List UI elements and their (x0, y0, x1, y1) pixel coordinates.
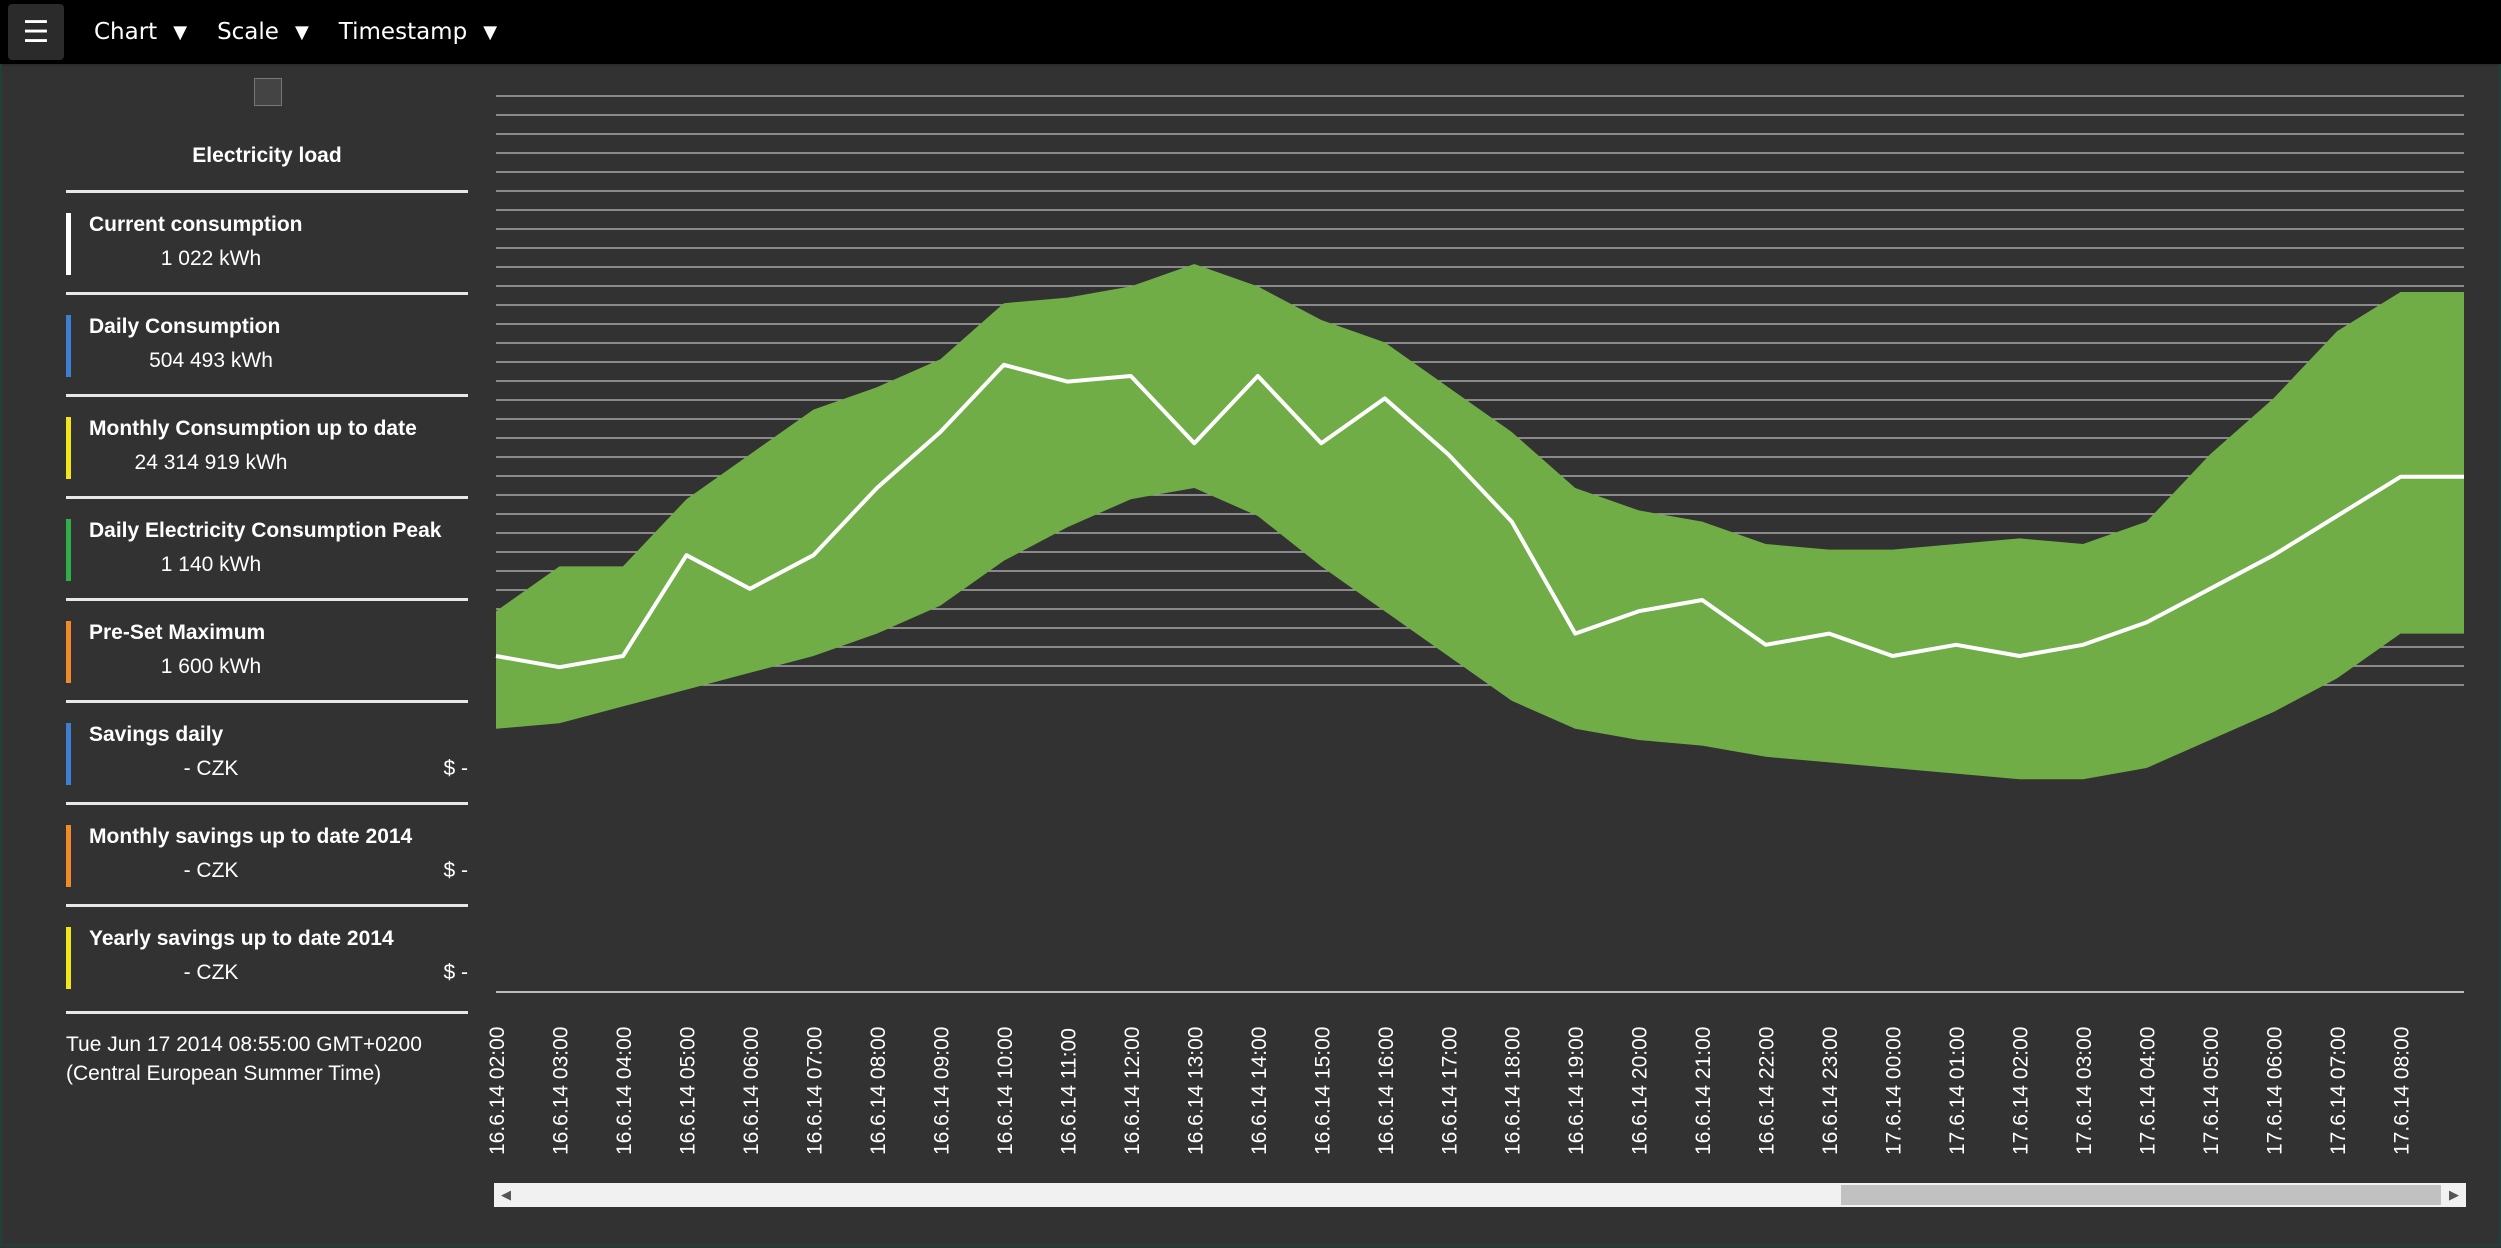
stat-color-bar (66, 825, 71, 887)
stat-label: Daily Electricity Consumption Peak (89, 519, 442, 542)
timestamp-menu-label: Timestamp (338, 19, 468, 45)
stat-label: Pre-Set Maximum (89, 621, 266, 644)
panel-title: Electricity load (192, 144, 342, 167)
stat-value: 1 600 kWh (160, 655, 262, 678)
chevron-down-icon: ▼ (173, 21, 188, 43)
x-tick-label: 16.6.14 10:00 (994, 1027, 1017, 1155)
stat-value: 504 493 kWh (149, 349, 273, 372)
x-tick-label: 16.6.14 07:00 (803, 1027, 826, 1155)
scale-menu[interactable]: Scale ▼ (217, 19, 309, 45)
scale-menu-label: Scale (217, 19, 279, 45)
x-tick-label: 16.6.14 05:00 (676, 1027, 699, 1155)
x-tick-label: 16.6.14 17:00 (1438, 1027, 1461, 1155)
stat-value: 1 022 kWh (160, 247, 262, 270)
x-tick-label: 17.6.14 01:00 (1946, 1027, 1969, 1155)
stat-color-bar (66, 315, 71, 377)
x-tick-label: 16.6.14 22:00 (1756, 1027, 1779, 1155)
stat-current-consumption: Current consumption 1 022 kWh (66, 190, 468, 293)
stat-preset-maximum: Pre-Set Maximum 1 600 kWh (66, 598, 468, 701)
x-tick-label: 16.6.14 14:00 (1248, 1027, 1271, 1155)
stat-daily-consumption: Daily Consumption 504 493 kWh (66, 292, 468, 395)
stat-monthly-consumption: Monthly Consumption up to date 24 314 91… (66, 394, 468, 497)
stat-value: 24 314 919 kWh (134, 451, 288, 474)
x-tick-label: 16.6.14 08:00 (867, 1027, 890, 1155)
stat-label: Savings daily (89, 723, 224, 746)
timestamp-menu[interactable]: Timestamp ▼ (339, 19, 497, 45)
x-tick-label: 17.6.14 07:00 (2327, 1027, 2350, 1155)
stat-savings-daily: Savings daily - CZK $ - (66, 700, 468, 803)
timestamp-timezone: (Central European Summer Time) (66, 1062, 382, 1085)
x-tick-label: 16.6.14 06:00 (740, 1027, 763, 1155)
stat-usd-value: $ - (443, 859, 468, 882)
broken-image-icon (254, 78, 282, 106)
current-consumption-line (495, 362, 2464, 670)
stat-usd-value: $ - (443, 961, 468, 984)
chart-menu-label: Chart (94, 19, 158, 45)
x-tick-label: 16.6.14 13:00 (1184, 1027, 1207, 1155)
stat-color-bar (66, 723, 71, 785)
timestamp-date: Tue Jun 17 2014 08:55:00 GMT+0200 (66, 1033, 422, 1056)
page-frame (0, 64, 2501, 1246)
x-tick-label: 16.6.14 04:00 (613, 1027, 636, 1155)
stat-label: Yearly savings up to date 2014 (89, 927, 394, 950)
stat-value: - CZK (183, 757, 239, 780)
x-axis-tick-labels: 16.6.14 02:00 16.6.14 03:00 16.6.14 04:00 1… (486, 1027, 2414, 1155)
x-tick-label: 16.6.14 23:00 (1819, 1027, 1842, 1155)
x-tick-label: 16.6.14 09:00 (930, 1027, 953, 1155)
stat-color-bar (66, 213, 71, 275)
current-timestamp: Tue Jun 17 2014 08:55:00 GMT+0200 (Centr… (66, 1011, 468, 1088)
stat-usd-value: $ - (443, 757, 468, 780)
chevron-down-icon: ▼ (294, 21, 309, 43)
stat-label: Daily Consumption (89, 315, 281, 338)
stat-color-bar (66, 621, 71, 683)
x-tick-label: 16.6.14 19:00 (1565, 1027, 1588, 1155)
stat-yearly-savings: Yearly savings up to date 2014 - CZK $ - (66, 904, 468, 1007)
consumption-band-area (496, 264, 2464, 780)
chart-horizontal-scrollbar[interactable]: ◀ ▶ (494, 1183, 2466, 1207)
stat-value: - CZK (183, 961, 239, 984)
hamburger-menu-button[interactable]: ☰ (8, 4, 64, 60)
top-toolbar: ☰ Chart ▼ Scale ▼ Timestamp ▼ (0, 0, 2501, 66)
x-tick-label: 17.6.14 08:00 (2391, 1027, 2414, 1155)
scrollbar-thumb[interactable] (1841, 1185, 2441, 1205)
x-tick-label: 16.6.14 03:00 (549, 1027, 572, 1155)
stat-daily-peak: Daily Electricity Consumption Peak 1 140… (66, 496, 468, 599)
stat-color-bar (66, 417, 71, 479)
x-tick-label: 17.6.14 05:00 (2200, 1027, 2223, 1155)
x-tick-label: 16.6.14 18:00 (1502, 1027, 1525, 1155)
x-tick-label: 17.6.14 04:00 (2137, 1027, 2160, 1155)
stat-label: Current consumption (89, 213, 303, 236)
stat-value: - CZK (183, 859, 239, 882)
stat-label: Monthly savings up to date 2014 (89, 825, 413, 848)
x-tick-label: 17.6.14 02:00 (2010, 1027, 2033, 1155)
x-tick-label: 16.6.14 12:00 (1121, 1027, 1144, 1155)
x-tick-label: 16.6.14 02:00 (486, 1027, 509, 1155)
stat-color-bar (66, 519, 71, 581)
stat-value: 1 140 kWh (160, 553, 262, 576)
x-tick-label: 17.6.14 00:00 (1883, 1027, 1906, 1155)
scroll-right-icon[interactable]: ▶ (2449, 1187, 2459, 1203)
x-tick-label: 16.6.14 21:00 (1692, 1027, 1715, 1155)
chart-menu[interactable]: Chart ▼ (94, 19, 187, 45)
stat-monthly-savings: Monthly savings up to date 2014 - CZK $ … (66, 802, 468, 905)
stat-color-bar (66, 927, 71, 989)
x-tick-label: 17.6.14 03:00 (2073, 1027, 2096, 1155)
x-tick-label: 17.6.14 06:00 (2264, 1027, 2287, 1155)
stat-label: Monthly Consumption up to date (89, 417, 417, 440)
scroll-left-icon[interactable]: ◀ (501, 1187, 511, 1203)
chevron-down-icon: ▼ (483, 21, 498, 43)
hamburger-icon: ☰ (22, 14, 50, 50)
x-tick-label: 16.6.14 20:00 (1629, 1027, 1652, 1155)
x-tick-label: 16.6.14 11:00 (1057, 1028, 1080, 1155)
x-tick-label: 16.6.14 15:00 (1311, 1027, 1334, 1155)
x-tick-label: 16.6.14 16:00 (1375, 1027, 1398, 1155)
